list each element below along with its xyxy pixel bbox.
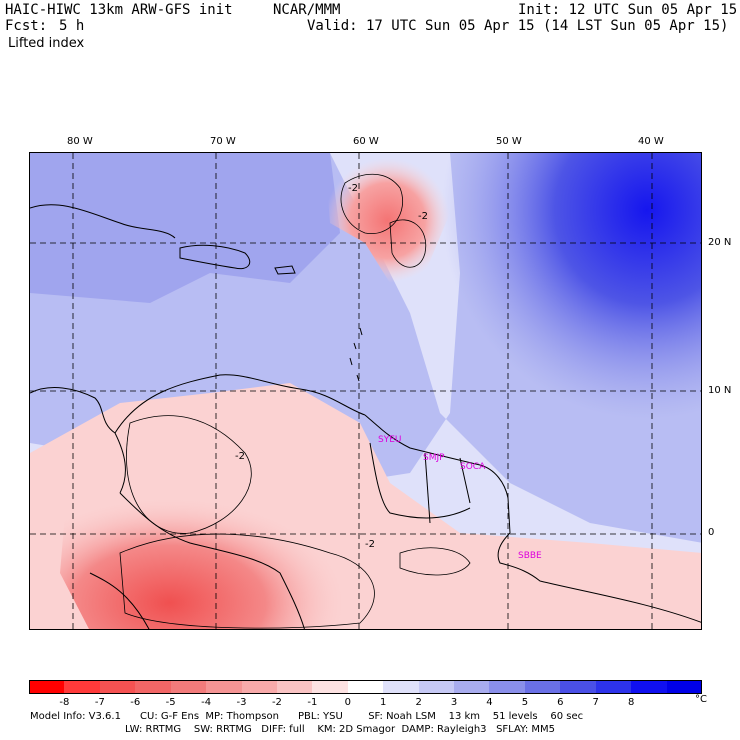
colorbar-tick-label: 4	[486, 697, 493, 708]
positive-region-caribbean	[30, 153, 340, 303]
station-soca: SOCA	[460, 462, 486, 472]
puerto-rico-coast	[274, 265, 296, 275]
colorbar-swatch	[206, 680, 242, 694]
guyana-border	[369, 442, 471, 519]
colorbar-swatch	[489, 680, 526, 694]
org-label: NCAR/MMM	[273, 2, 341, 18]
lat-label-0: 0	[708, 527, 715, 538]
station-syeu: SYEU	[378, 435, 402, 445]
station-sbbe: SBBE	[518, 551, 542, 561]
lat-label-10n: 10 N	[708, 385, 732, 396]
colorbar-tick-label: -2	[271, 697, 282, 708]
model-info-line1: Model Info: V3.6.1 CU: G-F Ens MP: Thomp…	[30, 711, 584, 722]
brazil-north-coast	[497, 532, 701, 623]
colorbar-swatch	[64, 680, 101, 694]
graticule	[30, 153, 701, 629]
valid-time: Valid: 17 UTC Sun 05 Apr 15 (14 LST Sun …	[307, 18, 729, 34]
contour-south-east	[399, 547, 471, 576]
colorbar-swatch	[347, 680, 384, 694]
colorbar-swatch	[312, 680, 349, 694]
colorbar-tick-label: 6	[557, 697, 564, 708]
lesser-antilles	[349, 327, 363, 382]
lifted-index-field	[30, 153, 701, 629]
lat-label-20n: 20 N	[708, 237, 732, 248]
french-guiana-border	[459, 457, 471, 504]
colorbar-swatch	[241, 680, 278, 694]
venezuela-coast	[114, 374, 366, 434]
hispaniola-coast	[179, 244, 251, 270]
contour-label: -2	[348, 183, 358, 194]
ecuador-border	[89, 572, 150, 629]
colorbar-swatch	[418, 680, 455, 694]
colombia-coast	[30, 387, 126, 494]
colorbar-tick-label: -3	[236, 697, 247, 708]
contour-label: -2	[365, 539, 375, 550]
init-time: Init: 12 UTC Sun 05 Apr 15	[518, 2, 738, 18]
contour-label: -2	[418, 211, 428, 222]
negative-region-southwest	[60, 398, 449, 629]
suriname-border	[424, 452, 431, 524]
station-smjp: SMJP	[423, 453, 445, 463]
colorbar-swatch	[454, 680, 490, 694]
colorbar-swatch	[560, 680, 597, 694]
colorbar-swatch	[135, 680, 172, 694]
colorbar-swatch	[170, 680, 207, 694]
model-title: HAIC-HIWC 13km ARW-GFS init	[5, 2, 233, 18]
colorbar-tick-label: -7	[94, 697, 105, 708]
colorbar-tick-label: 0	[344, 697, 351, 708]
model-info-line2: LW: RRTMG SW: RRTMG DIFF: full KM: 2D Sm…	[125, 724, 555, 735]
colorbar-border	[29, 680, 702, 694]
field-name: Lifted index	[8, 36, 85, 51]
contour-southwest-1	[126, 415, 252, 534]
colorbar-swatch	[631, 680, 668, 694]
colombia-brazil-border	[119, 492, 305, 629]
colorbar-tick-label: -4	[201, 697, 212, 708]
map-panel: -2 -2 -2 -2 SYEU SMJP SOCA SBBE	[29, 152, 702, 630]
fcst-label: Fcst:	[5, 18, 48, 34]
contour-north-1	[340, 173, 403, 235]
colorbar-tick-label: -1	[307, 697, 318, 708]
fcst-value: 5 h	[59, 18, 85, 34]
colorbar-tick-label: -8	[59, 697, 70, 708]
lon-label-50w: 50 W	[496, 136, 522, 147]
negative-region-north	[325, 158, 450, 283]
colorbar-tick-label: -6	[130, 697, 141, 708]
colorbar-tick-label: 1	[380, 697, 387, 708]
colorbar-tick-label: 5	[521, 697, 529, 708]
colorbar-swatch	[99, 680, 136, 694]
colorbar-swatch	[276, 680, 313, 694]
colorbar-swatch	[524, 680, 561, 694]
coastlines	[30, 204, 701, 629]
colorbar-tick-label: 2	[415, 697, 422, 708]
colorbar-unit: °C	[695, 694, 707, 705]
colorbar-swatch	[595, 680, 632, 694]
colorbar-tick-label: 7	[592, 697, 599, 708]
contour-north-2	[389, 219, 427, 268]
colorbar-swatch	[666, 680, 703, 694]
colorbar-swatch	[29, 680, 65, 694]
lon-label-40w: 40 W	[638, 136, 664, 147]
lon-label-80w: 80 W	[67, 136, 93, 147]
colorbar-tick-label: 8	[627, 697, 635, 708]
cuba-coast	[30, 204, 176, 239]
guiana-coast	[364, 414, 511, 534]
lon-label-70w: 70 W	[210, 136, 236, 147]
contour-label: -2	[235, 451, 245, 462]
colorbar-tick-label: -5	[165, 697, 176, 708]
colorbar-tick-label: 3	[450, 697, 458, 708]
lon-label-60w: 60 W	[353, 136, 379, 147]
colorbar-swatch	[383, 680, 420, 694]
